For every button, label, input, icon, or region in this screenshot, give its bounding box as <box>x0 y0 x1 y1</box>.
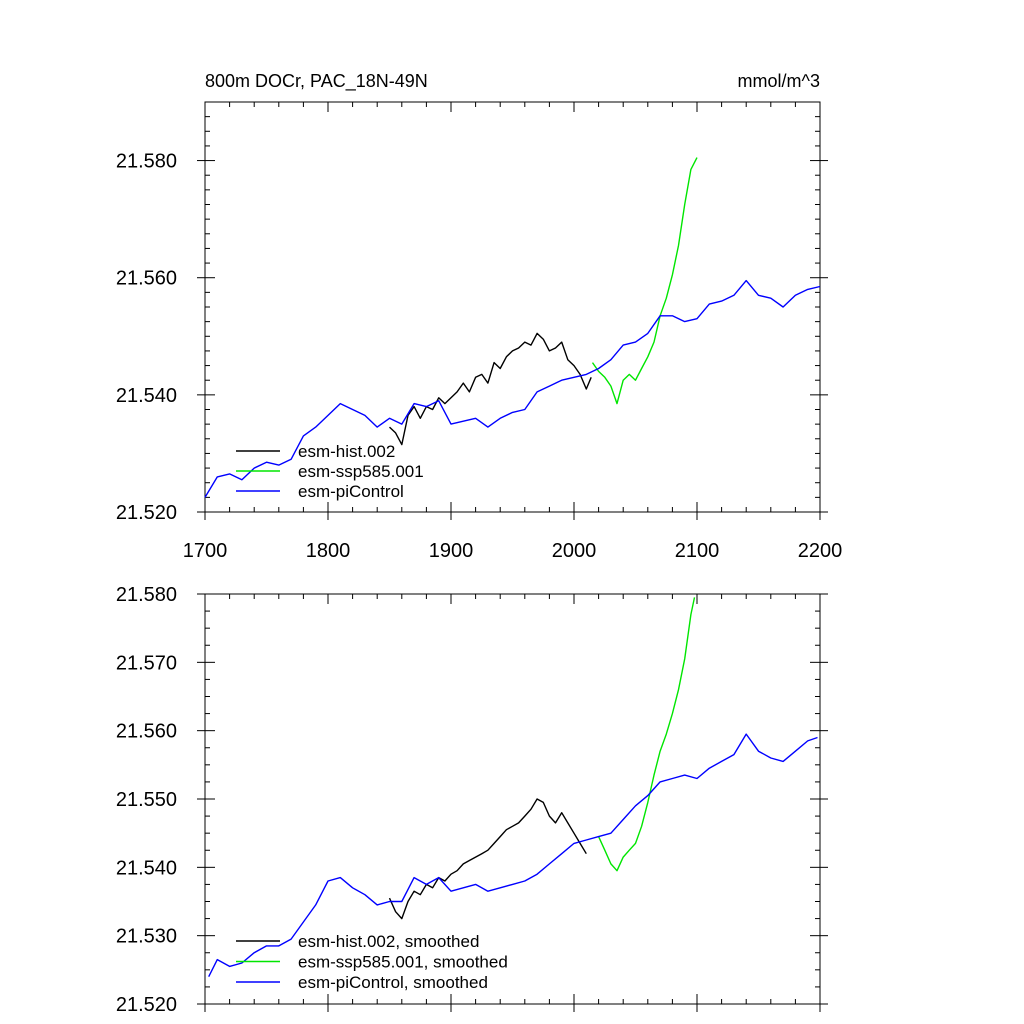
x-tick-label: 1700 <box>183 540 228 562</box>
top-panel-units: mmol/m^3 <box>738 71 820 91</box>
top-panel-title: 800m DOCr, PAC_18N-49N <box>205 71 428 92</box>
y-tick-label: 21.570 <box>116 652 177 674</box>
x-tick-label: 1900 <box>429 540 474 562</box>
top-panel: 800m DOCr, PAC_18N-49N mmol/m^3 21.520 21… <box>116 71 842 562</box>
y-tick-label: 21.580 <box>116 584 177 606</box>
legend-label: esm-piControl, smoothed <box>298 973 488 992</box>
series-line <box>597 597 696 872</box>
series-line <box>591 157 698 405</box>
legend-label: esm-ssp585.001, smoothed <box>298 953 508 972</box>
y-tick-label: 21.540 <box>116 857 177 879</box>
series-line <box>204 279 821 498</box>
series-line <box>388 798 587 920</box>
x-tick-label: 2100 <box>675 540 720 562</box>
y-tick-label: 21.560 <box>116 721 177 743</box>
legend-label: esm-hist.002 <box>298 442 395 461</box>
x-tick-label: 2200 <box>798 540 843 562</box>
bottom-panel: 21.520 21.530 21.540 21.550 21.560 21.570 21.5… <box>116 584 828 1016</box>
y-tick-label: 21.520 <box>116 994 177 1016</box>
legend-label: esm-piControl <box>298 482 404 501</box>
y-tick-label: 21.550 <box>116 789 177 811</box>
y-tick-label: 21.530 <box>116 926 177 948</box>
x-tick-label: 1800 <box>306 540 351 562</box>
legend-label: esm-hist.002, smoothed <box>298 932 479 951</box>
y-tick-label: 21.560 <box>116 268 177 290</box>
series-line <box>389 332 592 446</box>
y-tick-label: 21.520 <box>116 502 177 524</box>
legend-label: esm-ssp585.001 <box>298 462 424 481</box>
x-tick-label: 2000 <box>552 540 597 562</box>
y-tick-label: 21.580 <box>116 151 177 173</box>
y-tick-label: 21.540 <box>116 385 177 407</box>
series-line <box>208 733 818 978</box>
